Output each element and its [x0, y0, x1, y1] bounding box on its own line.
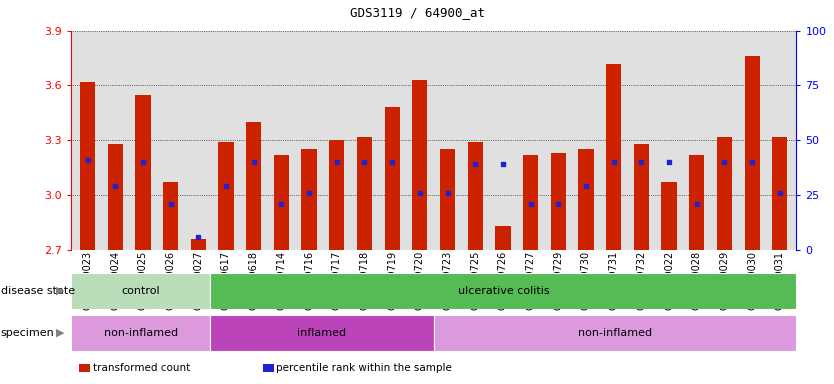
- Text: transformed count: transformed count: [93, 363, 190, 373]
- Bar: [772, 137, 787, 250]
- Text: specimen: specimen: [1, 328, 54, 338]
- Bar: [412, 80, 428, 250]
- Bar: [71, 315, 210, 351]
- Bar: [191, 239, 206, 250]
- Bar: [108, 144, 123, 250]
- Text: control: control: [121, 286, 160, 296]
- Bar: [440, 149, 455, 250]
- Bar: [579, 149, 594, 250]
- Text: ▶: ▶: [56, 328, 64, 338]
- Text: non-inflamed: non-inflamed: [578, 328, 652, 338]
- Bar: [745, 56, 760, 250]
- Bar: [434, 315, 796, 351]
- Bar: [550, 153, 566, 250]
- Text: percentile rank within the sample: percentile rank within the sample: [276, 363, 452, 373]
- Text: disease state: disease state: [1, 286, 75, 296]
- Bar: [219, 142, 234, 250]
- Bar: [135, 94, 150, 250]
- Bar: [274, 155, 289, 250]
- Bar: [210, 273, 796, 309]
- Text: GDS3119 / 64900_at: GDS3119 / 64900_at: [349, 6, 485, 19]
- Bar: [71, 273, 210, 309]
- Bar: [689, 155, 705, 250]
- Bar: [384, 107, 399, 250]
- Bar: [210, 315, 434, 351]
- Bar: [495, 226, 510, 250]
- Bar: [606, 63, 621, 250]
- Text: inflamed: inflamed: [298, 328, 347, 338]
- Text: ▶: ▶: [56, 286, 64, 296]
- Bar: [80, 82, 95, 250]
- Bar: [357, 137, 372, 250]
- Bar: [301, 149, 317, 250]
- Bar: [246, 122, 261, 250]
- Bar: [523, 155, 538, 250]
- Bar: [634, 144, 649, 250]
- Bar: [717, 137, 732, 250]
- Bar: [661, 182, 676, 250]
- Bar: [329, 140, 344, 250]
- Bar: [468, 142, 483, 250]
- Text: non-inflamed: non-inflamed: [103, 328, 178, 338]
- Bar: [163, 182, 178, 250]
- Text: ulcerative colitis: ulcerative colitis: [458, 286, 550, 296]
